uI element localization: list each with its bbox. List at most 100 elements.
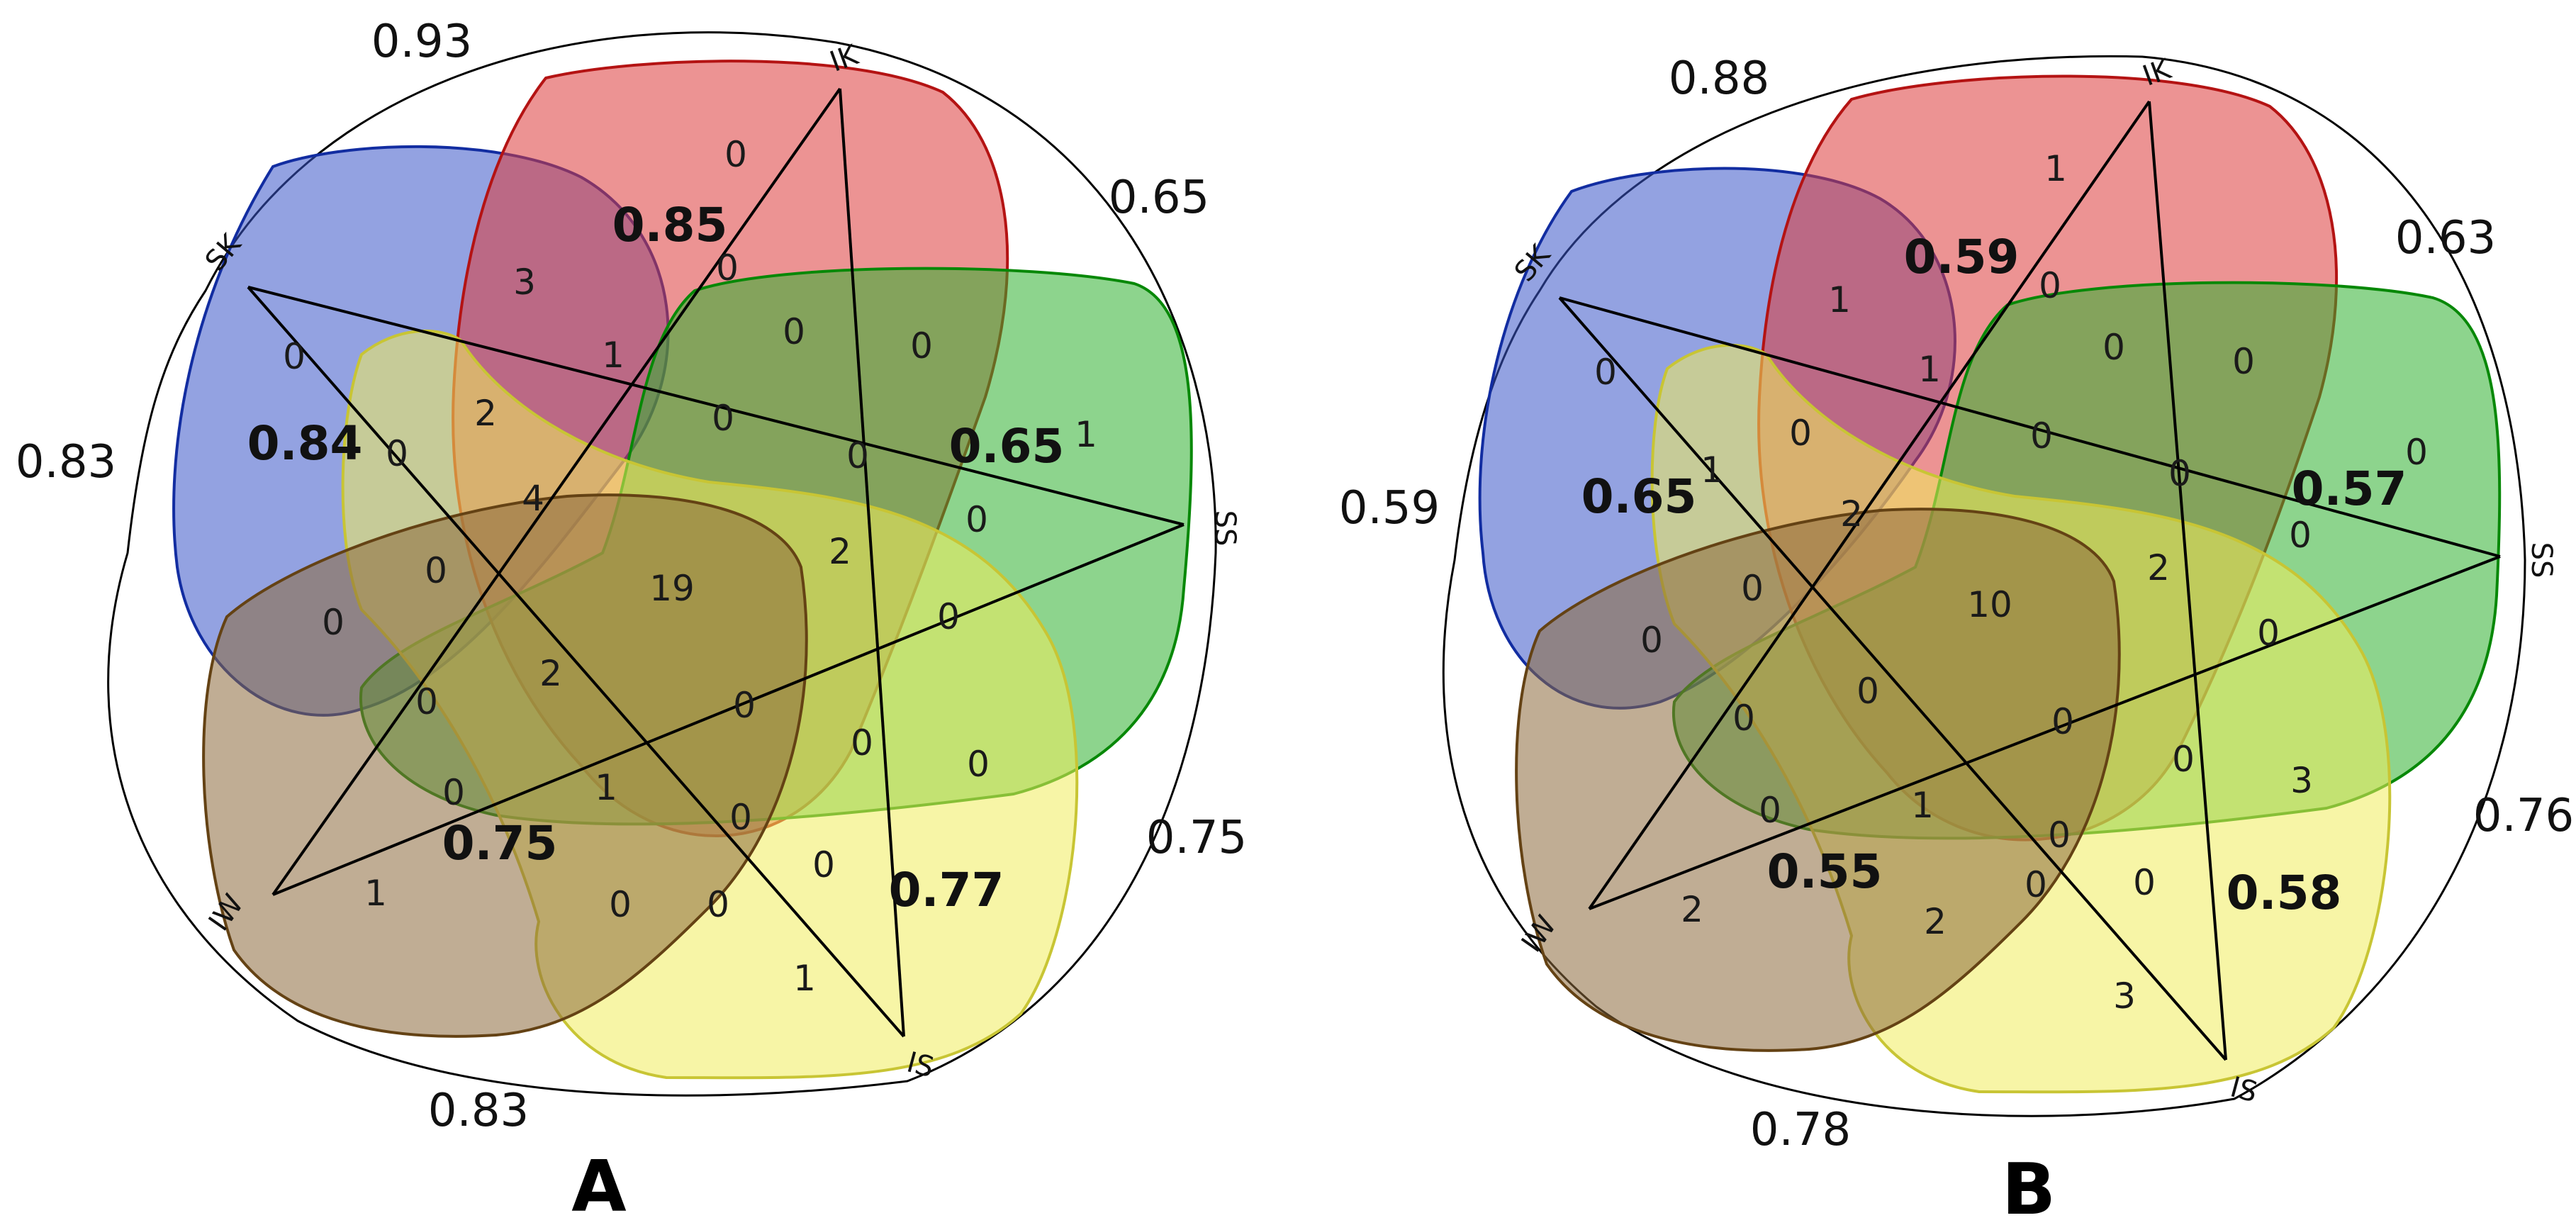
pair-value: 0.77 xyxy=(889,863,1004,917)
pair-value: 0.84 xyxy=(247,416,363,471)
region-count: 0 xyxy=(937,596,960,637)
region-count: 1 xyxy=(2044,148,2067,189)
star-lines xyxy=(1558,100,2501,1061)
region-count: 1 xyxy=(364,873,387,914)
outer-values: 0.88 0.63 0.76 0.78 0.59 xyxy=(1339,52,2575,1156)
region-count: 0 xyxy=(716,247,739,289)
vertex-label: SS xyxy=(1209,510,1241,547)
region-count: 0 xyxy=(2172,739,2195,780)
region-count: 2 xyxy=(1924,901,1947,942)
outer-value: 0.59 xyxy=(1339,482,1440,535)
star-lines xyxy=(247,87,1185,1038)
region-count: 0 xyxy=(1789,413,1812,454)
region-count: 0 xyxy=(2030,415,2053,457)
star-line-IW-IK xyxy=(1588,100,2151,910)
region-count: 1 xyxy=(1075,414,1097,455)
region-count: 0 xyxy=(707,884,729,925)
star-line-SS-IW xyxy=(272,523,1185,896)
region-counts: 0 3 0 0 0 1 1 2 0 0 0 0 0 4 19 2 0 0 0 2… xyxy=(283,134,1097,999)
outer-value: 0.93 xyxy=(371,16,473,68)
region-count: 0 xyxy=(425,550,447,591)
outer-value: 0.88 xyxy=(1669,52,1770,105)
region-count: 0 xyxy=(283,336,306,377)
region-count: 0 xyxy=(415,681,438,722)
pair-value: 0.85 xyxy=(612,198,728,252)
pair-values: 0.85 0.65 0.77 0.75 0.84 xyxy=(247,198,1065,917)
pair-value: 0.75 xyxy=(442,816,558,871)
region-count: 0 xyxy=(967,744,990,785)
region-count: 0 xyxy=(322,602,345,643)
region-count: 0 xyxy=(733,685,756,726)
region-count: 0 xyxy=(812,844,835,885)
outer-values: 0.93 0.65 0.75 0.83 0.83 xyxy=(16,16,1248,1137)
panel-a: IK SS IS IW SK 0.93 0.65 0.75 0.83 0.83 … xyxy=(16,16,1248,1228)
star-line-IK-IS xyxy=(839,88,905,1037)
outer-value: 0.83 xyxy=(16,436,117,488)
region-count: 0 xyxy=(1857,671,1879,712)
region-count: 0 xyxy=(2232,341,2255,382)
pair-value: 0.65 xyxy=(949,419,1065,474)
region-count: 2 xyxy=(1681,889,1703,930)
region-count: 0 xyxy=(2025,864,2047,905)
region-count: 0 xyxy=(712,398,734,439)
star-line-IK-IS xyxy=(2148,101,2227,1061)
region-count: 0 xyxy=(1759,790,1781,831)
vertex-label: SS xyxy=(2525,542,2558,578)
region-count: 0 xyxy=(2257,613,2280,654)
region-count: 0 xyxy=(965,499,988,540)
outer-value: 0.76 xyxy=(2473,790,2575,842)
region-count: 0 xyxy=(724,134,747,175)
pair-value: 0.65 xyxy=(1581,469,1697,524)
region-count: 0 xyxy=(2048,815,2071,856)
region-count: 1 xyxy=(1828,279,1851,320)
star-line-IW-IK xyxy=(271,87,841,896)
region-count: 0 xyxy=(1732,698,1755,739)
region-count: 19 xyxy=(649,568,695,609)
outer-value: 0.63 xyxy=(2395,212,2497,264)
region-counts: 1 1 0 0 0 0 1 0 0 0 1 0 0 2 10 2 0 0 0 0… xyxy=(1594,148,2428,1017)
region-count: 0 xyxy=(2102,327,2125,368)
region-count: 0 xyxy=(2405,432,2428,473)
region-count: 3 xyxy=(2290,760,2313,801)
star-line-IS-SK xyxy=(1558,296,2227,1061)
panel-b: IK SS IS IW SK 0.88 0.63 0.76 0.78 0.59 … xyxy=(1339,52,2575,1230)
outer-value: 0.83 xyxy=(428,1085,530,1137)
region-count: 0 xyxy=(910,325,933,367)
outer-value: 0.65 xyxy=(1109,172,1210,224)
region-count: 1 xyxy=(602,335,625,376)
region-count: 0 xyxy=(851,722,873,764)
region-count: 0 xyxy=(1741,568,1764,609)
region-count: 0 xyxy=(1594,352,1617,393)
star-line-IS-SK xyxy=(247,286,905,1038)
region-count: 0 xyxy=(386,433,408,474)
star-line-SK-SS xyxy=(1559,296,2501,558)
pair-value: 0.59 xyxy=(1904,230,2020,284)
region-count: 2 xyxy=(474,393,497,434)
region-count: 0 xyxy=(729,797,752,838)
star-line-SS-IW xyxy=(1589,555,2501,910)
panel-letter: A xyxy=(571,1145,626,1228)
pair-values: 0.59 0.57 0.58 0.55 0.65 xyxy=(1581,230,2407,920)
pair-value: 0.57 xyxy=(2292,462,2407,516)
set-IW-shape xyxy=(202,493,808,1038)
region-count: 3 xyxy=(2113,975,2136,1017)
region-count: 0 xyxy=(783,311,805,352)
pair-value: 0.58 xyxy=(2227,866,2342,920)
region-count: 0 xyxy=(2289,515,2312,556)
outer-boundary xyxy=(1442,55,2526,1117)
region-count: 0 xyxy=(2051,701,2074,742)
region-count: 3 xyxy=(513,262,536,303)
panel-letter: B xyxy=(2002,1148,2056,1230)
outer-value: 0.75 xyxy=(1146,812,1248,864)
star-line-SK-SS xyxy=(247,286,1185,526)
region-count: 0 xyxy=(442,772,465,813)
region-count: 0 xyxy=(846,435,869,476)
region-count: 10 xyxy=(1967,584,2012,625)
region-count: 2 xyxy=(829,531,851,572)
set-IW-shape xyxy=(1515,508,2121,1052)
region-count: 0 xyxy=(609,884,632,925)
region-count: 2 xyxy=(2147,547,2170,588)
region-count: 1 xyxy=(1911,785,1934,826)
region-count: 0 xyxy=(2039,265,2061,306)
